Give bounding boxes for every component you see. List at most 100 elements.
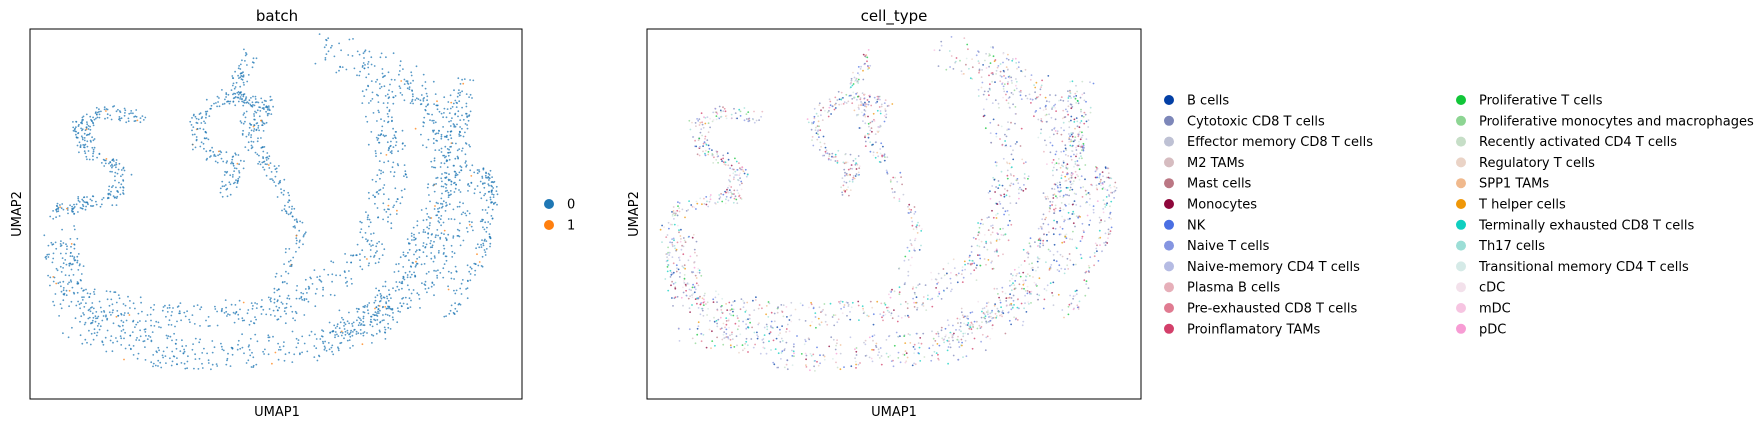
scatter-point [401,297,403,300]
scatter-point [1067,97,1070,99]
scatter-point [1020,70,1022,72]
scatter-point [722,193,725,196]
scatter-point [436,274,438,277]
scatter-point [1006,83,1009,85]
scatter-point [231,353,234,356]
scatter-point [225,93,228,96]
scatter-point [361,236,364,239]
scatter-point [149,336,152,338]
scatter-point [273,165,276,168]
scatter-point [431,244,434,247]
scatter-point [866,56,869,59]
scatter-point [350,278,353,280]
scatter-point [940,298,943,300]
scatter-point [995,73,997,75]
scatter-point [234,70,237,73]
scatter-point [224,98,226,101]
scatter-point [139,117,142,119]
scatter-point [484,251,487,254]
scatter-point [990,46,992,48]
scatter-point [342,318,345,321]
scatter-point [1016,67,1018,70]
scatter-point [482,182,484,185]
scatter-point [1018,192,1020,195]
scatter-point [1050,264,1053,266]
scatter-point [980,326,983,328]
scatter-point [199,325,201,327]
scatter-point [489,245,491,248]
scatter-point [459,134,462,137]
scatter-point [1063,129,1065,132]
scatter-point [323,46,326,49]
scatter-point [54,241,57,244]
scatter-point [111,166,113,169]
scatter-point [1012,149,1014,152]
scatter-point [124,112,126,114]
scatter-point [84,321,87,324]
scatter-point [239,347,242,350]
scatter-point [243,48,245,51]
scatter-point [1106,189,1109,192]
scatter-point [376,120,378,122]
scatter-point [231,84,234,87]
scatter-point [359,253,361,256]
scatter-point [112,322,115,325]
scatter-point [903,354,906,356]
scatter-point [248,323,251,326]
scatter-point [75,126,77,128]
scatter-point [242,129,245,132]
scatter-point [1027,252,1030,255]
scatter-point [269,178,272,181]
scatter-point [73,258,75,260]
scatter-point [276,289,279,292]
scatter-point [1082,142,1085,145]
scatter-point [1043,233,1045,236]
scatter-point [91,321,94,324]
scatter-point [361,343,364,346]
scatter-point [111,311,114,314]
scatter-point [394,289,397,292]
scatter-point [791,364,794,367]
scatter-point [1051,292,1053,294]
scatter-point [192,148,194,151]
scatter-point [226,315,228,317]
scatter-point [1060,267,1063,270]
scatter-point [1032,276,1034,278]
scatter-point [123,114,126,117]
scatter-point [983,313,986,316]
scatter-point [198,341,201,344]
scatter-point [978,238,980,241]
scatter-point [53,304,56,307]
scatter-point [1064,153,1067,156]
scatter-point [862,69,864,72]
scatter-point [362,332,365,334]
scatter-point [1085,120,1088,123]
scatter-point [864,145,867,148]
scatter-point [817,364,820,367]
scatter-point [416,292,419,295]
scatter-point [675,264,678,267]
scatter-point [325,44,328,46]
scatter-point [986,248,989,251]
scatter-point [456,228,459,231]
scatter-point [1049,141,1052,144]
scatter-point [1045,120,1048,123]
scatter-point [811,136,814,138]
scatter-point [442,126,444,128]
scatter-point [139,329,142,332]
scatter-point [264,348,266,351]
scatter-point [968,254,971,257]
scatter-point [105,315,107,318]
scatter-point [433,269,435,272]
scatter-point [849,189,852,192]
scatter-point [736,328,739,331]
scatter-point [458,229,461,232]
scatter-point [1030,293,1033,295]
scatter-point [475,247,477,250]
scatter-point [225,161,228,164]
scatter-point [419,307,421,309]
scatter-point [979,264,982,267]
scatter-point [266,156,269,159]
scatter-point [398,70,401,72]
scatter-point [843,101,846,104]
